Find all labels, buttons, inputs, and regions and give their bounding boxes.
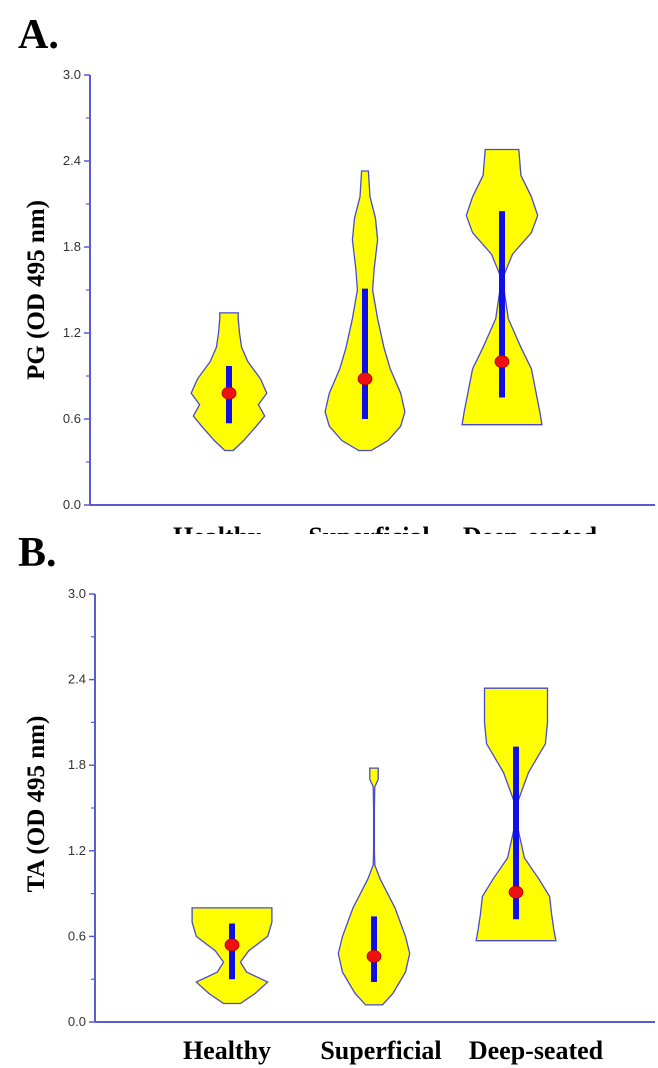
panel-label-a: A. bbox=[18, 12, 59, 58]
median-point-superficial-b bbox=[366, 949, 382, 963]
category-label-healthy-a: Healthy bbox=[173, 522, 261, 534]
y-tick-label-a: 0.0 bbox=[63, 497, 81, 512]
category-label-deep-seated-b: Deep-seated bbox=[469, 1036, 604, 1065]
panel-b: B. TA (OD 495 nm) 0.0 0.6 1.2 1.8 2.4 3.0 Hea… bbox=[0, 534, 658, 1068]
chart-a: A. PG (OD 495 nm) 0.0 0.6 1.2 1.8 2.4 3.0 Hea… bbox=[18, 12, 655, 534]
y-axis-label-b: TA (OD 495 nm) bbox=[23, 716, 50, 893]
y-tick-label-a: 3.0 bbox=[63, 67, 81, 82]
y-tick-label-b: 2.4 bbox=[68, 672, 86, 687]
violin-superficial-b bbox=[337, 767, 411, 1006]
y-axis-label-a: PG (OD 495 nm) bbox=[23, 200, 50, 380]
median-point-deep-seated-a bbox=[494, 355, 510, 369]
y-tick-label-a: 1.8 bbox=[63, 239, 81, 254]
y-tick-label-b: 1.2 bbox=[68, 843, 86, 858]
y-tick-label-b: 3.0 bbox=[68, 586, 86, 601]
y-tick-label-b: 1.8 bbox=[68, 757, 86, 772]
category-label-superficial-b: Superficial bbox=[320, 1036, 441, 1065]
y-tick-label-b: 0.6 bbox=[68, 928, 86, 943]
y-tick-label-a: 0.6 bbox=[63, 411, 81, 426]
y-tick-label-a: 2.4 bbox=[63, 153, 81, 168]
category-label-superficial-a: Superficial bbox=[308, 522, 429, 534]
panel-a: A. PG (OD 495 nm) 0.0 0.6 1.2 1.8 2.4 3.0 Hea… bbox=[18, 12, 655, 534]
category-label-deep-seated-a: Deep-seated bbox=[463, 522, 598, 534]
category-label-healthy-b: Healthy bbox=[183, 1036, 271, 1065]
y-tick-label-b: 0.0 bbox=[68, 1014, 86, 1029]
median-point-superficial-a bbox=[357, 372, 373, 386]
median-point-healthy-a bbox=[221, 386, 237, 400]
median-point-deep-seated-b bbox=[508, 885, 524, 899]
y-tick-label-a: 1.2 bbox=[63, 325, 81, 340]
panel-label-b: B. bbox=[18, 534, 57, 576]
chart-b: B. TA (OD 495 nm) 0.0 0.6 1.2 1.8 2.4 3.0 Hea… bbox=[18, 534, 655, 1065]
median-point-healthy-b bbox=[224, 938, 240, 952]
